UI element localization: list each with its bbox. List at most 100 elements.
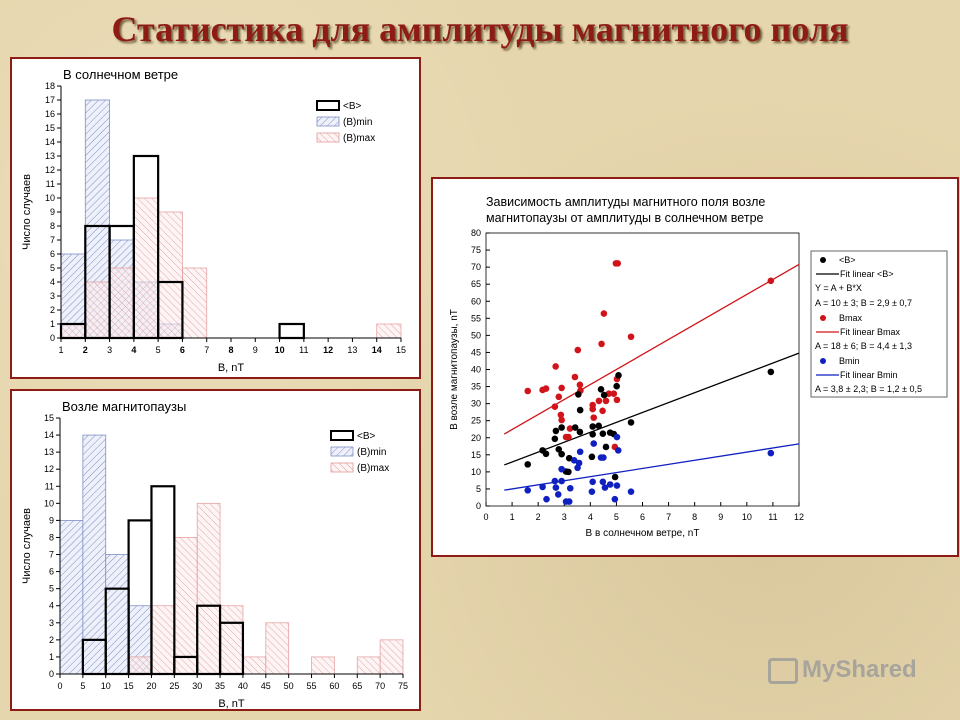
x-tick-label: 35	[215, 681, 225, 691]
point-bmax	[627, 333, 635, 341]
point-bmin	[767, 449, 775, 457]
bar-bmax	[84, 281, 110, 339]
bar-bmax	[60, 323, 86, 339]
bar-bmax	[109, 267, 135, 339]
bar-bmax	[173, 537, 198, 675]
point-bmax	[551, 403, 559, 410]
x-tick-label: 55	[307, 681, 317, 691]
y-tick-label: 5	[49, 584, 54, 594]
y-tick-label: 10	[44, 498, 54, 508]
point-bmin	[601, 484, 609, 491]
legend-label: <B>	[839, 255, 856, 265]
chart-title-line: магнитопаузы от амплитуды в солнечном ве…	[486, 211, 764, 225]
y-tick-label: 30	[471, 399, 481, 409]
point-bmin	[574, 464, 581, 472]
point-bmin	[576, 448, 584, 456]
y-tick-label: 11	[45, 481, 54, 491]
point-b	[542, 450, 550, 458]
bar-bmax	[133, 197, 159, 339]
point-bmin	[613, 482, 621, 489]
x-tick-label: 8	[228, 345, 233, 355]
x-tick-label: 9	[718, 512, 723, 522]
y-tick-label: 13	[44, 447, 54, 457]
y-tick-label: 60	[471, 296, 481, 306]
y-axis-label: B возле магнитопаузы, nT	[449, 309, 460, 430]
fit-line-black	[504, 352, 800, 466]
y-tick-label: 70	[471, 262, 481, 272]
x-axis-label: B в солнечном ветре, nT	[586, 528, 700, 539]
legend-label: Bmax	[839, 313, 863, 323]
y-tick-label: 16	[45, 109, 55, 119]
y-tick-label: 7	[49, 550, 54, 560]
legend-box	[810, 250, 948, 398]
point-b	[588, 453, 596, 461]
bar-bmax	[128, 656, 152, 675]
scatter-panel: Зависимость амплитуды магнитного поля во…	[431, 177, 959, 557]
scatter-chart: Зависимость амплитуды магнитного поля во…	[449, 195, 948, 539]
x-tick-label: 5	[156, 345, 161, 355]
point-bmax	[571, 373, 579, 381]
watermark-logo-icon	[768, 657, 798, 684]
point-b	[571, 424, 579, 431]
legend-label: Fit linear Bmin	[840, 370, 898, 380]
y-tick-label: 15	[471, 450, 481, 460]
point-b	[565, 468, 572, 476]
point-b	[600, 391, 608, 399]
y-tick-label: 18	[45, 81, 55, 91]
point-bmax	[599, 407, 606, 415]
x-tick-label: 11	[768, 512, 777, 522]
legend-swatch	[316, 116, 340, 127]
y-tick-label: 1	[50, 319, 55, 329]
watermark: MyShared	[768, 656, 917, 684]
x-tick-label: 10	[275, 345, 285, 355]
y-tick-label: 80	[471, 228, 481, 238]
point-bmax	[524, 387, 532, 395]
point-b	[611, 473, 619, 481]
x-tick-label: 10	[101, 681, 111, 691]
y-tick-label: 5	[476, 484, 481, 494]
point-bmin	[552, 484, 560, 491]
point-bmin	[614, 447, 622, 454]
x-tick-label: 70	[375, 681, 385, 691]
bar-bmax	[311, 656, 335, 675]
x-tick-label: 4	[588, 512, 593, 522]
point-bmin	[539, 483, 546, 491]
y-tick-label: 9	[49, 515, 54, 525]
y-tick-label: 8	[50, 221, 55, 231]
y-tick-label: 10	[471, 467, 481, 477]
point-b	[602, 443, 610, 451]
y-tick-label: 20	[471, 433, 481, 443]
y-tick-label: 0	[476, 501, 481, 511]
point-b	[595, 422, 602, 430]
bar-bmax	[265, 622, 290, 675]
legend-label: (B)max	[343, 133, 375, 144]
point-bmin	[551, 477, 559, 485]
y-tick-label: 6	[49, 567, 54, 577]
y-tick-label: 35	[471, 382, 481, 392]
point-bmax	[589, 405, 596, 413]
y-tick-label: 15	[45, 123, 55, 133]
y-tick-label: 8	[49, 532, 54, 542]
point-bmax	[602, 397, 610, 405]
point-b	[558, 450, 565, 458]
x-tick-label: 50	[284, 681, 294, 691]
point-bmax	[595, 397, 603, 405]
x-tick-label: 15	[124, 681, 134, 691]
legend-label: Bmin	[839, 356, 860, 366]
y-axis-label: Число случаев	[21, 508, 33, 584]
y-tick-label: 40	[471, 365, 481, 375]
bar-bmax	[376, 323, 402, 339]
legend-text: A = 10 ± 3; B = 2,9 ± 0,7	[815, 298, 912, 308]
legend-label: Fit linear <B>	[840, 269, 894, 279]
point-bmax	[557, 411, 565, 419]
point-bmax	[542, 385, 550, 392]
legend-text: Y = A + B*X	[815, 283, 862, 293]
point-bmin	[543, 495, 550, 503]
y-tick-label: 6	[50, 249, 55, 259]
bar-bmax	[242, 656, 267, 675]
point-bmax	[600, 310, 608, 317]
point-b	[576, 428, 584, 436]
legend-swatch	[330, 430, 354, 441]
chart-title-line: Зависимость амплитуды магнитного поля во…	[486, 195, 765, 209]
